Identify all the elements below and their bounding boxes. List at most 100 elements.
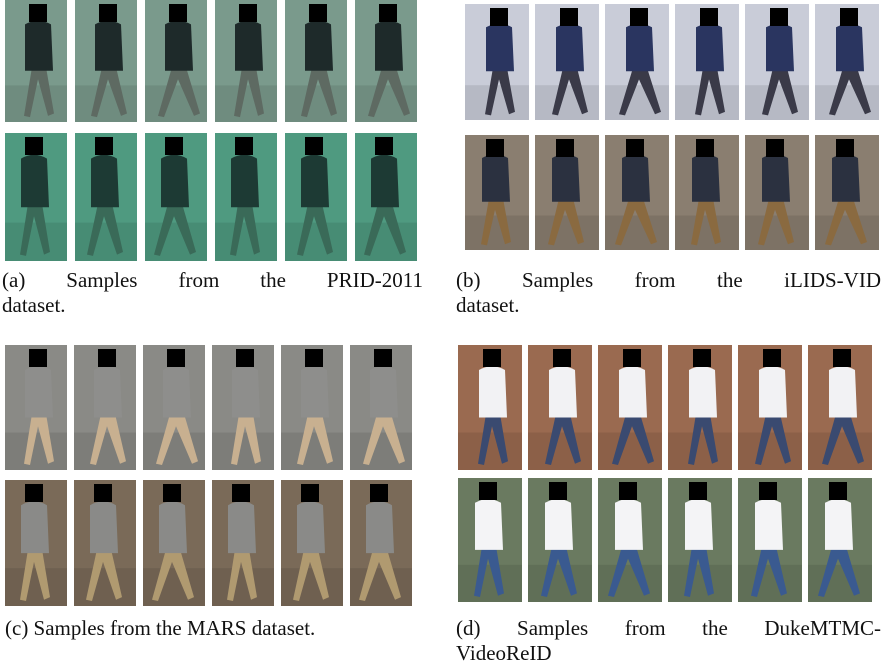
face-mask — [759, 482, 777, 500]
frame-ground — [458, 433, 522, 471]
face-mask — [94, 484, 112, 502]
face-mask — [833, 349, 851, 367]
caption-line: dataset. — [2, 293, 423, 318]
caption-line: dataset. — [456, 293, 881, 318]
frame-ground — [355, 223, 417, 261]
face-mask — [556, 139, 574, 157]
frame-ground — [745, 85, 809, 120]
caption-line: (a) Samples from the PRID-2011 — [2, 268, 423, 293]
torso — [25, 21, 53, 71]
face-mask — [98, 349, 116, 367]
caption-line: VideoReID — [456, 641, 881, 665]
face-mask — [235, 137, 253, 155]
sample-frame — [75, 133, 137, 261]
sample-frame — [528, 345, 592, 470]
frame-ground — [458, 565, 522, 602]
torso — [21, 501, 49, 553]
torso — [159, 501, 187, 553]
torso — [25, 366, 53, 417]
frame-ground — [212, 433, 274, 471]
sample-frame — [5, 0, 67, 122]
sample-frame — [458, 478, 522, 602]
face-mask — [836, 139, 854, 157]
frame-ground — [350, 568, 412, 606]
torso — [619, 366, 647, 417]
frame-ground — [808, 433, 872, 471]
frame-ground — [145, 85, 207, 122]
caption-line: (d) Samples from the DukeMTMC- — [456, 616, 881, 641]
sample-frame — [5, 345, 67, 470]
sample-frame — [143, 480, 205, 606]
sample-frame — [738, 345, 802, 470]
sample-frame — [598, 345, 662, 470]
torso — [370, 366, 398, 417]
sample-frame — [75, 0, 137, 122]
sample-frame — [465, 135, 529, 250]
frame-ground — [215, 85, 277, 122]
frame-ground — [5, 433, 67, 471]
face-mask — [305, 137, 323, 155]
sample-frame — [355, 0, 417, 122]
sample-frame — [535, 135, 599, 250]
torso — [91, 155, 119, 207]
sample-frame — [143, 345, 205, 470]
face-mask — [486, 139, 504, 157]
face-mask — [25, 137, 43, 155]
sample-frame — [281, 345, 343, 470]
sample-frame — [215, 133, 277, 261]
face-mask — [370, 484, 388, 502]
sample-frame — [74, 480, 136, 606]
sample-frame — [745, 135, 809, 250]
face-mask — [232, 484, 250, 502]
torso — [692, 155, 720, 202]
frame-ground — [75, 223, 137, 261]
frame-ground — [738, 433, 802, 471]
frame-ground — [5, 568, 67, 606]
torso — [549, 366, 577, 417]
caption-line: (b) Samples from the iLIDS-VID — [456, 268, 881, 293]
sample-frame — [675, 135, 739, 250]
sample-frame — [458, 345, 522, 470]
torso — [615, 499, 643, 550]
face-mask — [236, 349, 254, 367]
caption-d: (d) Samples from the DukeMTMC- VideoReID — [456, 616, 881, 665]
sample-frame — [215, 0, 277, 122]
frame-ground — [598, 433, 662, 471]
torso — [165, 21, 193, 71]
torso — [825, 499, 853, 550]
face-mask — [239, 4, 257, 22]
torso — [479, 366, 507, 417]
sample-frame — [675, 4, 739, 120]
face-mask — [29, 349, 47, 367]
face-mask — [479, 482, 497, 500]
torso — [829, 366, 857, 417]
frame-ground — [281, 433, 343, 471]
torso — [766, 24, 794, 72]
torso — [486, 24, 514, 72]
face-mask — [693, 349, 711, 367]
frame-ground — [815, 216, 879, 251]
face-mask — [829, 482, 847, 500]
sample-frame — [535, 4, 599, 120]
torso — [371, 155, 399, 207]
torso — [232, 366, 260, 417]
torso — [375, 21, 403, 71]
torso — [90, 501, 118, 553]
torso — [545, 499, 573, 550]
sample-frame — [285, 0, 347, 122]
face-mask — [840, 8, 858, 26]
frame-ground — [605, 85, 669, 120]
frame-ground — [605, 216, 669, 251]
torso — [685, 499, 713, 550]
torso — [94, 366, 122, 417]
face-mask — [163, 484, 181, 502]
caption-b: (b) Samples from the iLIDS-VID dataset. — [456, 268, 881, 318]
face-mask — [309, 4, 327, 22]
torso — [696, 24, 724, 72]
sample-frame — [350, 480, 412, 606]
face-mask — [689, 482, 707, 500]
caption-a: (a) Samples from the PRID-2011 dataset. — [2, 268, 423, 318]
torso — [231, 155, 259, 207]
face-mask — [766, 139, 784, 157]
frame-ground — [465, 216, 529, 251]
